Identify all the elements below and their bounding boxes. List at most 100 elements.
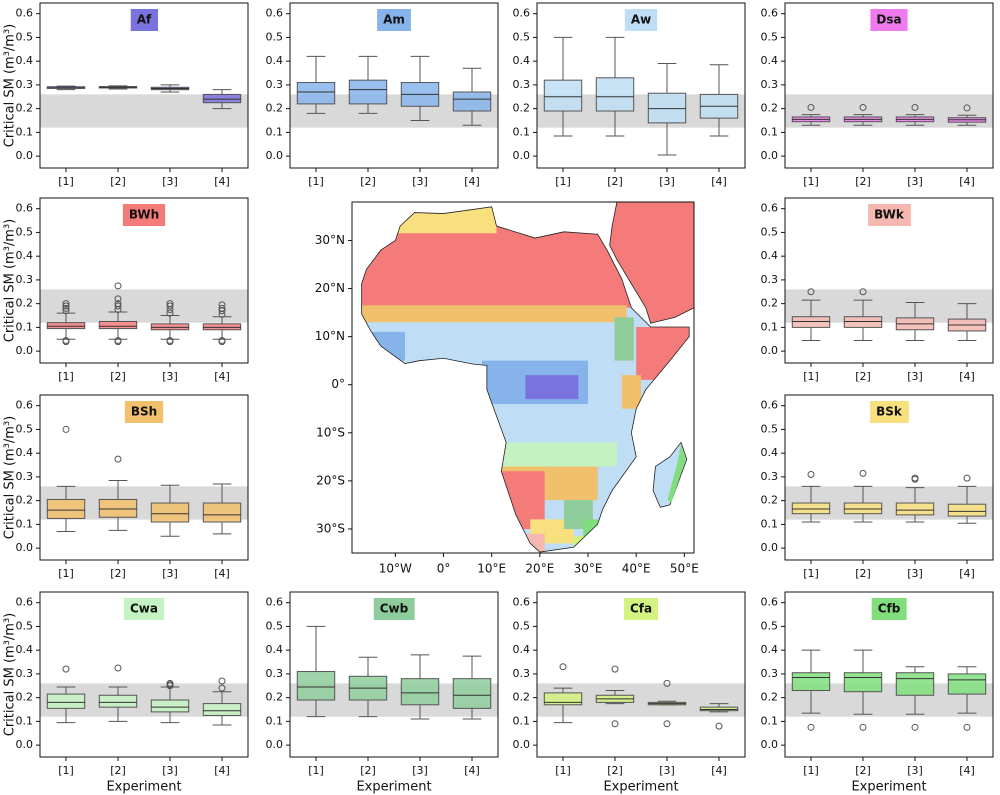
flier [859,103,867,111]
y-tick-label: 0.3 [513,667,531,680]
y-tick-label: 0.4 [513,54,531,67]
box [843,672,883,693]
x-tick-label: [4] [959,764,975,777]
title-box [122,204,166,226]
x-tick-label: [1] [803,567,819,580]
x-tick-label: 10°E [477,562,506,576]
frame [39,197,249,364]
box [543,79,583,112]
flier [62,304,70,312]
frame [39,591,249,758]
y-tick-label: 0.3 [16,667,34,680]
frame [784,2,994,169]
box [452,678,492,709]
x-tick-label: [4] [959,175,975,188]
panel: 0.0 0.1 0.2 0.3 0.4 0.5 0.6 [1] [2] [3] [4] BWk [761,197,994,383]
y-tick-label: 0.4 [16,446,34,459]
box [699,706,739,712]
box [98,498,138,518]
flier [807,103,815,111]
climate-zone [621,375,642,409]
x-tick-label: [3] [659,175,675,188]
flier [62,336,70,344]
x-tick-label: [4] [214,764,230,777]
x-tick-label: [3] [162,764,178,777]
panel: 0.0 0.1 0.2 0.3 0.4 0.5 0.6 [1] [2] [3] [4] Cfa Expe… [513,591,746,795]
flier [218,301,226,309]
box [202,93,242,104]
climate-zone [525,375,579,400]
y-tick-label: 0.4 [761,446,779,459]
y-tick-label: 10°N [315,329,345,343]
y-tick-label: 0.1 [761,125,779,138]
flier [166,309,174,317]
x-tick-label: [4] [711,764,727,777]
y-tick-label: 0.4 [761,643,779,656]
title-box [624,9,658,31]
y-tick-label: 0.4 [761,249,779,262]
panel: 0.0 0.1 0.2 0.3 0.4 0.5 0.6 [1] [2] [3] [4] Dsa [761,2,994,188]
box [647,92,687,124]
panel: 0.0 0.1 0.2 0.3 0.4 0.5 0.6 [1] [2] [3] [4] Cfb Expe… [761,591,994,795]
y-tick-label: 0.4 [266,643,284,656]
y-tick-label: 0.0 [761,344,779,357]
x-tick-label: [3] [162,370,178,383]
y-tick-label: 0.3 [16,470,34,483]
map-frame [351,201,695,554]
x-tick-label: [4] [959,370,975,383]
y-tick-label: 0.3 [266,667,284,680]
x-tick-label: 40°E [622,562,651,576]
flier [62,307,70,315]
y-tick-label: 30°N [315,233,345,247]
y-tick-label: 0.6 [266,596,284,609]
y-tick-label: 0.0 [513,149,531,162]
x-tick-label: [1] [803,370,819,383]
panel: 0.0 0.1 0.2 0.3 0.4 0.5 0.6 [1] [2] [3] [4] Am [266,2,499,188]
x-tick-label: [2] [855,175,871,188]
flier [663,679,671,687]
y-tick-label: 0.1 [761,714,779,727]
title-box [868,204,911,226]
x-tick-label: [1] [58,175,74,188]
y-tick-label: 0.5 [16,30,34,43]
coastline [361,206,690,553]
title-box [870,9,908,31]
panel: 0.0 0.1 0.2 0.3 0.4 0.5 0.6 [1] [2] [3] [4] Af Criti… [3,2,249,188]
x-axis-label: Experiment [356,780,431,795]
reference-band [40,289,248,323]
y-tick-label: 0.2 [266,691,284,704]
y-tick-label: 0.1 [16,517,34,530]
panel-title: BSh [131,405,157,419]
x-axis-label: Experiment [851,780,926,795]
x-tick-label: [4] [959,567,975,580]
box [46,693,86,709]
climate-zone [614,317,634,361]
y-tick-label: 0.0 [761,738,779,751]
flier [963,723,971,731]
flier [963,104,971,112]
y-tick-label: 0.5 [16,225,34,238]
frame [39,2,249,169]
y-tick-label: 0.4 [16,54,34,67]
y-tick-label: 0.1 [513,125,531,138]
flier [166,302,174,310]
y-tick-label: 0.2 [16,297,34,310]
flier [218,684,226,692]
flier [911,103,919,111]
panel-title: Dsa [876,13,901,27]
y-tick-label: 0.3 [761,667,779,680]
x-tick-label: [2] [110,370,126,383]
y-tick-label: 0.5 [761,30,779,43]
panel-title: Cwb [380,602,409,616]
box [791,502,831,515]
flier [114,295,122,303]
title-box [377,9,411,31]
flier [559,663,567,671]
box [150,502,190,523]
x-tick-label: [4] [214,567,230,580]
title-box [130,9,159,31]
y-tick-label: 0.2 [266,102,284,115]
x-tick-label: [3] [412,175,428,188]
frame [784,197,994,364]
y-tick-label: 0.6 [16,202,34,215]
